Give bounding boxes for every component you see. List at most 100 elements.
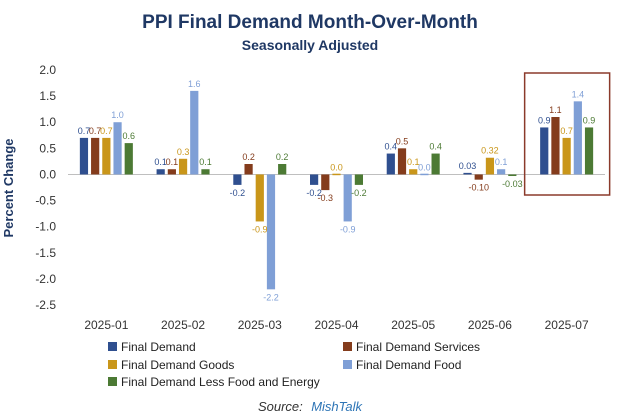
data-labels: 0.70.70.71.00.60.10.10.31.60.1-0.20.2-0.… <box>78 79 596 302</box>
data-label: 0.1 <box>407 157 420 167</box>
x-tick-label: 2025-03 <box>238 318 282 332</box>
legend-swatch <box>343 360 352 369</box>
y-tick-label: 0.0 <box>39 167 56 181</box>
x-tick-label: 2025-05 <box>391 318 435 332</box>
x-axis-ticks: 2025-01 2025-02 2025-03 2025-04 2025-05 2025-… <box>84 318 589 332</box>
legend-item: Final Demand Goods <box>108 358 234 372</box>
bar <box>278 164 287 175</box>
legend-label: Final Demand Less Food and Energy <box>121 375 320 389</box>
data-label: 1.4 <box>572 89 585 99</box>
y-tick-label: -0.5 <box>35 194 56 208</box>
data-label: -0.9 <box>340 224 356 234</box>
bar <box>178 158 188 175</box>
y-tick-label: 0.5 <box>39 141 56 155</box>
legend-swatch <box>108 342 117 351</box>
legend-swatch <box>343 342 352 351</box>
bar <box>102 137 111 175</box>
legend-label: Final Demand Services <box>356 340 480 354</box>
source-prefix: Source: <box>258 399 303 414</box>
bar <box>321 174 330 191</box>
bar <box>91 137 100 175</box>
bar <box>190 90 199 175</box>
bar <box>463 172 472 175</box>
data-label: 0.1 <box>154 157 167 167</box>
bar <box>244 164 253 175</box>
bar <box>485 157 495 175</box>
bar <box>431 153 440 175</box>
y-tick-label: 1.0 <box>39 115 56 129</box>
data-label: 0.5 <box>396 136 409 146</box>
data-label: 0.2 <box>276 152 289 162</box>
bar <box>343 174 352 222</box>
y-axis-label: Percent Change <box>1 139 16 238</box>
legend-swatch <box>108 360 117 369</box>
data-label: 0.2 <box>242 152 255 162</box>
data-label: 0.0 <box>330 162 343 172</box>
bar <box>508 174 517 177</box>
bar <box>113 122 122 175</box>
chart-subtitle: Seasonally Adjusted <box>242 37 378 53</box>
legend-item: Final Demand Services <box>343 340 480 354</box>
bar <box>497 169 506 175</box>
source-note: Source: MishTalk <box>258 398 364 415</box>
x-tick-label: 2025-06 <box>468 318 512 332</box>
data-label: 0.9 <box>538 115 551 125</box>
bar <box>573 101 582 175</box>
data-label: -0.03 <box>502 179 523 189</box>
x-tick-label: 2025-07 <box>545 318 589 332</box>
bar <box>310 174 319 185</box>
data-label: 0.4 <box>429 142 442 152</box>
data-label: 0.1 <box>495 157 508 167</box>
y-tick-label: 2.0 <box>39 63 56 77</box>
data-label: 0.4 <box>385 142 398 152</box>
data-label: 0.3 <box>177 147 190 157</box>
legend: Final Demand Final Demand Services Final D… <box>108 340 480 389</box>
bar <box>233 174 242 185</box>
data-label: 1.0 <box>111 110 124 120</box>
bar <box>354 174 363 185</box>
bar <box>540 127 549 175</box>
data-label: 1.1 <box>549 105 562 115</box>
bar <box>124 143 133 175</box>
data-label: 1.6 <box>188 79 201 89</box>
x-tick-label: 2025-02 <box>161 318 205 332</box>
y-tick-label: 1.5 <box>39 89 56 103</box>
bar <box>397 148 407 175</box>
y-tick-label: -2.0 <box>35 272 56 286</box>
data-label: 0.7 <box>78 126 91 136</box>
legend-item: Final Demand Food <box>343 358 461 372</box>
bar <box>201 169 210 175</box>
data-label: -2.2 <box>263 292 279 302</box>
data-label: -0.2 <box>351 188 367 198</box>
data-label: 0.0 <box>418 162 431 172</box>
bar <box>409 169 418 175</box>
source-link[interactable]: MishTalk <box>311 399 363 414</box>
bar <box>156 169 165 175</box>
legend-label: Final Demand Goods <box>121 358 234 372</box>
bar <box>79 137 89 175</box>
bar <box>420 173 429 176</box>
bar-series <box>79 90 594 290</box>
legend-item: Final Demand Less Food and Energy <box>108 375 320 389</box>
data-label: 0.7 <box>560 126 573 136</box>
bar <box>386 153 395 175</box>
svg-text:Source: MishTalk: Source: MishTalk <box>258 398 364 415</box>
data-label: -0.10 <box>468 183 489 193</box>
legend-item: Final Demand <box>108 340 196 354</box>
data-label: 0.03 <box>459 161 477 171</box>
y-tick-label: -2.5 <box>35 298 56 312</box>
legend-label: Final Demand <box>121 340 196 354</box>
highlight-box <box>523 72 611 196</box>
data-label: 0.1 <box>166 157 179 167</box>
data-label: 0.1 <box>199 157 212 167</box>
data-label: -0.9 <box>252 224 268 234</box>
bar <box>584 127 594 175</box>
data-label: -0.2 <box>306 188 322 198</box>
x-tick-label: 2025-04 <box>314 318 358 332</box>
chart-title: PPI Final Demand Month-Over-Month <box>142 12 478 33</box>
data-label: -0.2 <box>230 188 246 198</box>
bar <box>474 174 483 180</box>
y-axis-ticks: 2.0 1.5 1.0 0.5 0.0 -0.5 -1.0 -1.5 -2.0 -2.5 <box>35 63 56 312</box>
data-label: 0.6 <box>122 131 135 141</box>
